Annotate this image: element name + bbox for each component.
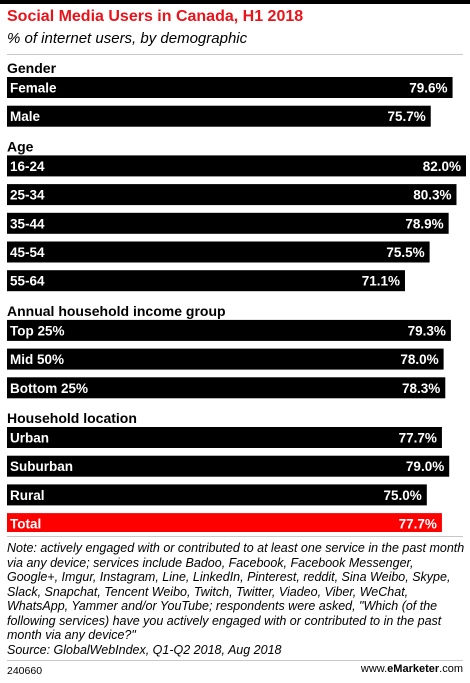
bar-category-label: 25-34 (10, 188, 45, 203)
bar (7, 513, 442, 532)
brand-name: eMarketer (387, 663, 440, 675)
chart-title: Social Media Users in Canada, H1 2018 (7, 8, 304, 25)
bar (7, 77, 453, 98)
footer-divider (7, 660, 463, 661)
bar-category-label: Top 25% (10, 323, 65, 338)
top-rule (0, 0, 470, 4)
bar-category-label: 35-44 (10, 216, 45, 231)
bar-category-label: Suburban (10, 459, 73, 474)
bar-chart: Gender Female 79.6% Male 75.7% Age 16-24 82.0% 2… (7, 60, 466, 532)
source-text: Source: GlobalWebIndex, Q1-Q2 2018, Aug … (7, 642, 282, 657)
note-divider (7, 536, 463, 537)
bar-category-label: 16-24 (10, 159, 45, 174)
bar-category-label: 55-64 (10, 274, 45, 289)
bar-value-label: 80.3% (413, 188, 451, 203)
bar-value-label: 78.0% (400, 352, 438, 367)
bar-category-label: Bottom 25% (10, 381, 88, 396)
bar-category-label: Male (10, 109, 41, 124)
bar (7, 270, 405, 292)
bar-category-label: Mid 50% (10, 352, 64, 367)
bar-value-label: 79.0% (406, 459, 444, 474)
chart-subtitle: % of internet users, by demographic (7, 30, 248, 47)
bar (7, 377, 446, 399)
bar-value-label: 78.3% (402, 381, 440, 396)
group-heading: Gender (7, 60, 57, 76)
brand-suffix: .com (439, 663, 463, 675)
bar-value-label: 77.7% (399, 517, 437, 532)
bar (7, 155, 466, 177)
brand-prefix: www. (360, 663, 388, 675)
bar-value-label: 79.6% (409, 81, 447, 96)
bar (7, 484, 427, 506)
bar-category-label: Female (10, 81, 57, 96)
bar (7, 184, 457, 206)
bar-value-label: 77.7% (399, 431, 437, 446)
group-heading: Annual household income group (7, 303, 226, 319)
bar-value-label: 75.0% (384, 488, 422, 503)
note-text: Note: actively engaged with or contribut… (7, 541, 465, 642)
header-divider (7, 54, 463, 55)
bar-category-label: Total (10, 517, 41, 532)
chart-id: 240660 (7, 665, 43, 677)
bar-value-label: 79.3% (408, 323, 446, 338)
bar (7, 212, 449, 234)
bar-category-label: Rural (10, 488, 45, 503)
group-heading: Household location (7, 410, 137, 426)
bar (7, 455, 450, 477)
bar-value-label: 75.7% (387, 109, 425, 124)
bar (7, 105, 431, 127)
group-heading: Age (7, 138, 34, 154)
chart-note: Note: actively engaged with or contribut… (7, 541, 465, 657)
bar-value-label: 78.9% (405, 216, 443, 231)
bar (7, 427, 442, 448)
bar-value-label: 82.0% (423, 159, 461, 174)
bar (7, 348, 444, 370)
bar-category-label: Urban (10, 431, 49, 446)
bar-value-label: 71.1% (362, 274, 400, 289)
bar-value-label: 75.5% (386, 245, 424, 260)
bar (7, 319, 451, 341)
bar (7, 241, 430, 263)
bar-category-label: 45-54 (10, 245, 45, 260)
emarketer-logo: www.eMarketer.com (361, 663, 463, 675)
